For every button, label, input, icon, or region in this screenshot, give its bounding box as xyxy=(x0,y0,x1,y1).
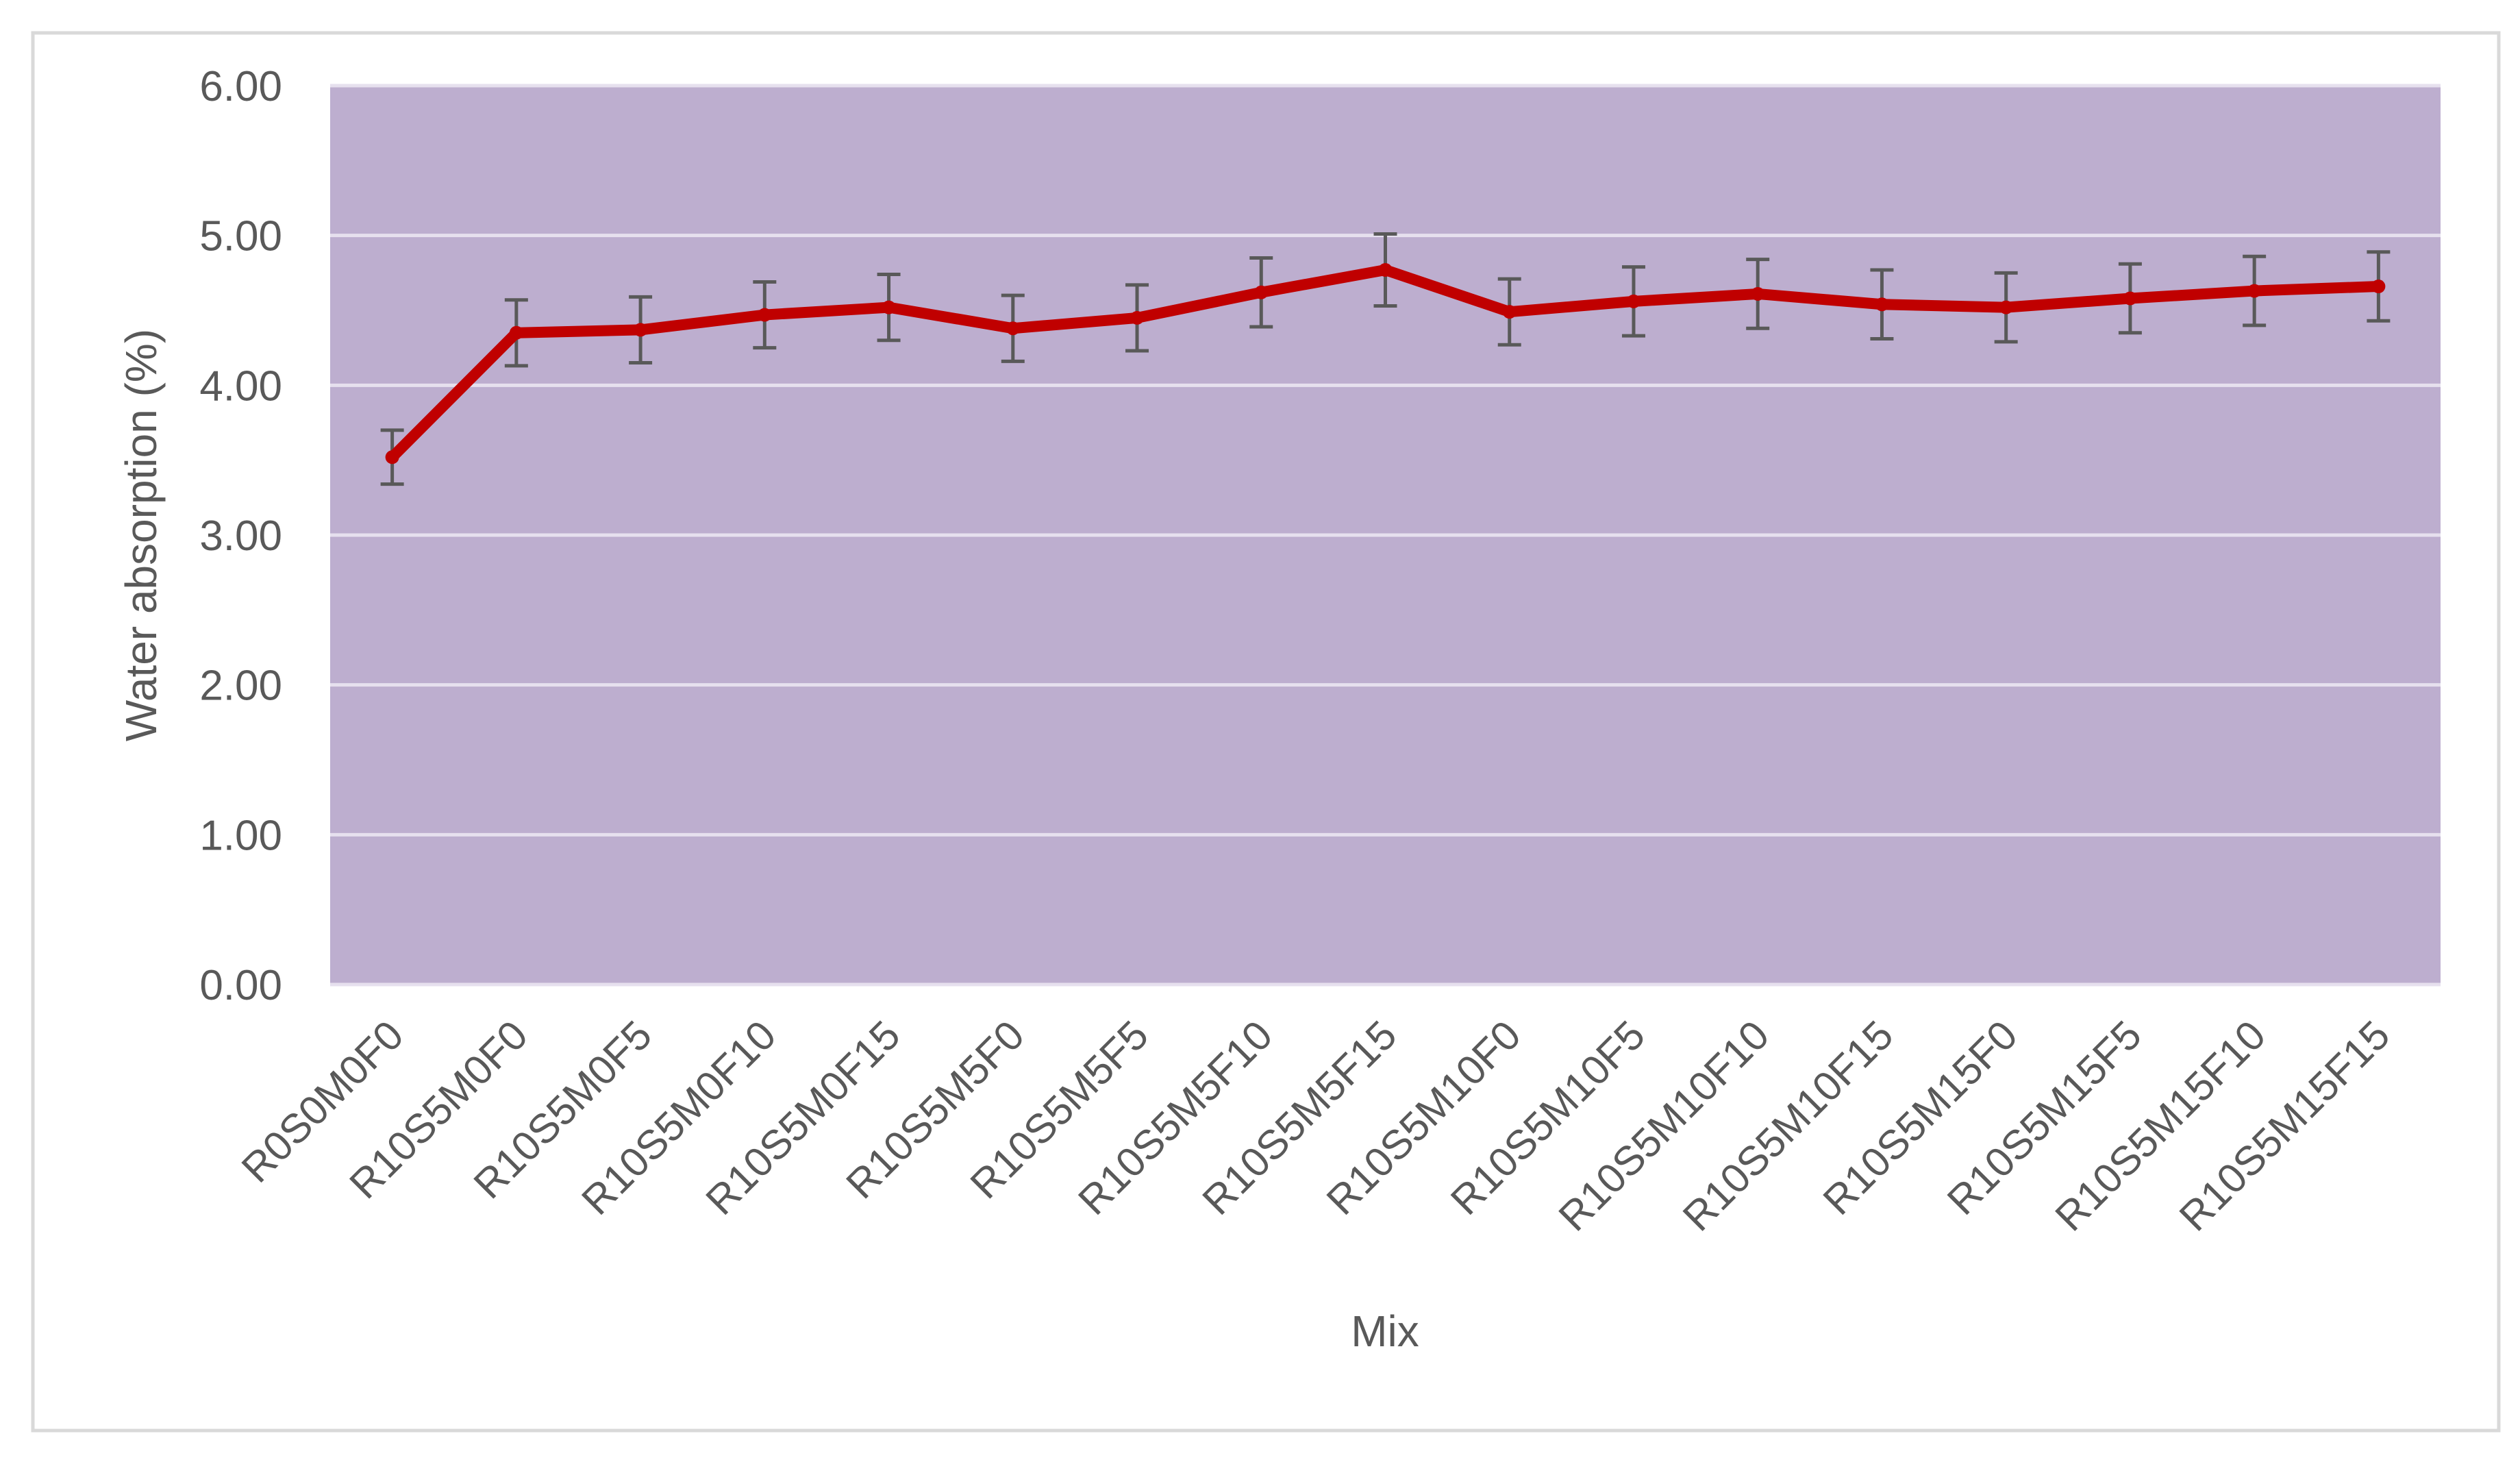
data-point xyxy=(634,323,648,337)
data-point xyxy=(758,308,772,322)
data-point xyxy=(1254,285,1269,299)
data-points xyxy=(385,262,2386,465)
y-tick-label: 6.00 xyxy=(199,63,282,110)
data-point xyxy=(385,450,399,465)
data-point xyxy=(882,300,896,314)
data-point xyxy=(1626,294,1641,308)
y-tick-label: 1.00 xyxy=(199,812,282,859)
data-point xyxy=(1875,297,1889,312)
y-tick-label: 0.00 xyxy=(199,962,282,1009)
y-tick-label: 2.00 xyxy=(199,663,282,710)
error-bars xyxy=(380,232,2391,486)
data-point xyxy=(1502,305,1517,319)
data-point xyxy=(2247,284,2262,298)
data-point xyxy=(1006,321,1020,336)
data-point xyxy=(1751,286,1765,301)
data-point xyxy=(2371,280,2386,294)
y-tick-label: 3.00 xyxy=(199,512,282,560)
y-axis-ticks: 0.00 1.00 2.00 3.00 4.00 5.00 6.00 xyxy=(199,63,282,1009)
y-tick-label: 4.00 xyxy=(199,362,282,410)
y-tick-label: 5.00 xyxy=(199,213,282,260)
data-point xyxy=(509,325,523,340)
data-point xyxy=(1378,262,1393,277)
x-axis-title: Mix xyxy=(1351,1307,1419,1356)
y-axis-title: Water absorption (%) xyxy=(116,329,166,741)
data-point xyxy=(1999,300,2013,314)
data-point xyxy=(2123,291,2137,306)
data-point xyxy=(1130,310,1145,325)
